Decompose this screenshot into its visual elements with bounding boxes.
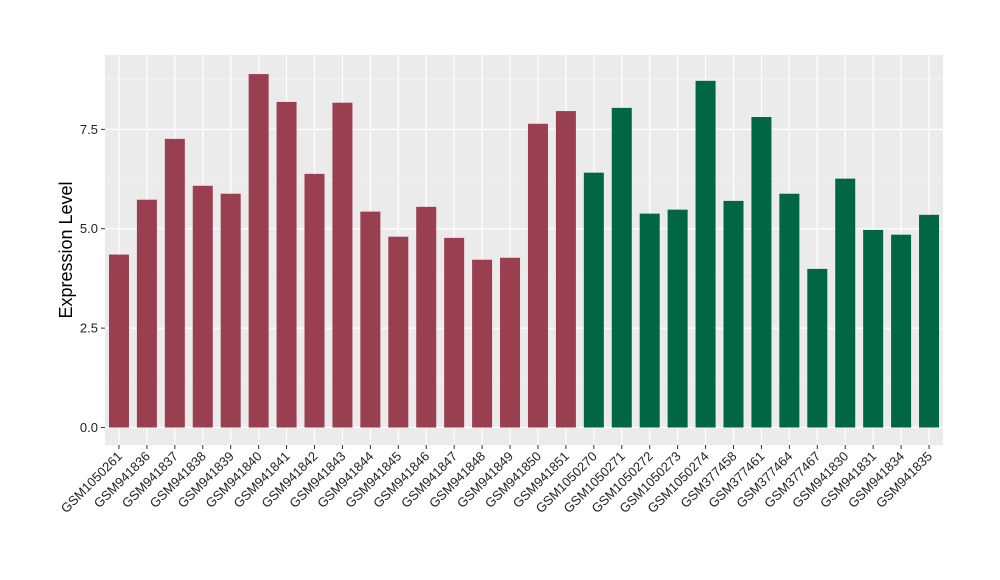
bar-GSM941849: [500, 257, 521, 428]
bar-GSM941844: [360, 211, 381, 428]
bar-GSM941831: [863, 229, 884, 428]
bar-GSM941842: [304, 173, 325, 428]
y-tick-label: 2.5: [80, 321, 98, 336]
bar-GSM941839: [220, 193, 241, 428]
bar-GSM1050272: [639, 213, 660, 428]
y-axis-label: Expression Level: [56, 181, 76, 318]
bar-GSM941840: [248, 74, 269, 428]
bar-GSM941846: [416, 206, 437, 428]
bar-GSM377461: [751, 117, 772, 428]
bar-GSM941836: [136, 199, 157, 428]
bar-GSM1050261: [108, 254, 129, 428]
bar-GSM941845: [388, 236, 409, 428]
y-tick-label: 5.0: [80, 221, 98, 236]
bar-GSM1050271: [611, 107, 632, 428]
bar-GSM1050270: [583, 172, 604, 428]
bar-GSM941848: [472, 259, 493, 428]
bar-GSM1050273: [667, 209, 688, 428]
bar-GSM377464: [779, 193, 800, 428]
bar-GSM941841: [276, 101, 297, 428]
bar-GSM941850: [527, 123, 548, 428]
bar-GSM941830: [835, 178, 856, 428]
bar-GSM1050274: [695, 80, 716, 428]
bar-GSM377458: [723, 200, 744, 428]
y-tick-label: 7.5: [80, 122, 98, 137]
bar-GSM941843: [332, 102, 353, 428]
bar-GSM941838: [192, 185, 213, 428]
bar-GSM941847: [444, 237, 465, 428]
bar-GSM941851: [555, 111, 576, 428]
bar-GSM377467: [807, 268, 828, 428]
plot-panel: [105, 55, 943, 445]
bar-GSM941834: [891, 234, 912, 428]
bar-GSM941837: [164, 138, 185, 428]
y-tick-label: 0.0: [80, 420, 98, 435]
bar-GSM941835: [919, 214, 940, 428]
